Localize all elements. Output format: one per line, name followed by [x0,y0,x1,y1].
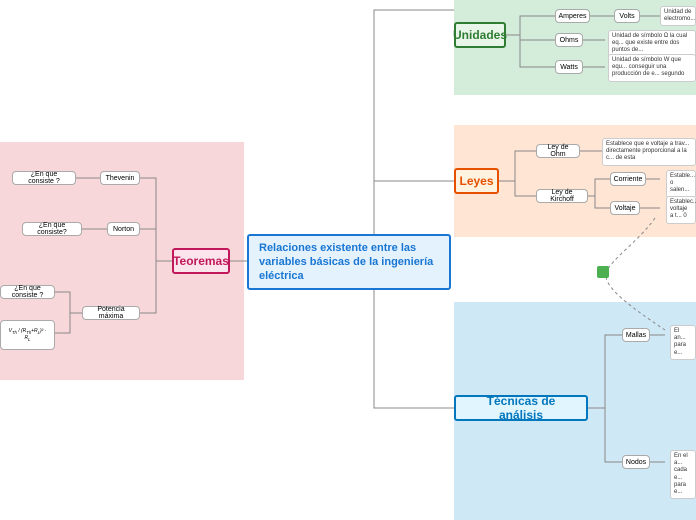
unidades-t3: Unidad de símbolo W que equ... conseguir… [608,54,696,82]
potencia-node: Potencia máxima [82,306,140,320]
teoremas-branch: Teoremas [172,248,230,274]
watts-node: Watts [555,60,583,74]
formula-node: VTh / (RTh+RL)² · RL [0,320,55,350]
unidades-label: Unidades [453,28,507,42]
q2-node: ¿En que consiste? [22,222,82,236]
tecnicas-t1: El an... para e... [670,325,696,360]
leyes-t3: Establec... voltaje a t... 0 [666,196,696,224]
nodos-node: Nodos [622,455,650,469]
center-node: Relaciones existente entre las variables… [247,234,451,290]
corriente-node: Corriente [610,172,646,186]
voltaje-node: Voltaje [610,201,640,215]
amperes-node: Amperes [555,9,590,23]
center-label: Relaciones existente entre las variables… [259,241,439,284]
unidades-branch: Unidades [454,22,506,48]
teoremas-label: Teoremas [173,254,229,268]
leyes-t2: Estable... o salen... [666,170,696,198]
leyes-label: Leyes [459,174,493,188]
ohm-node: Ley de Ohm [536,144,580,158]
leyes-t1: Establece que e voltaje a trav... direct… [602,138,696,166]
kirchoff-node: Ley de Kirchoff [536,189,588,203]
green-marker [597,266,609,278]
unidades-t1: Unidad de electromo... [660,6,696,26]
ohms-node: Ohms [555,33,583,47]
norton-node: Norton [107,222,140,236]
mallas-node: Mallas [622,328,650,342]
tecnicas-branch: Técnicas de análisis [454,395,588,421]
tecnicas-t2: En el a... cada e... para e... [670,450,696,499]
q1-node: ¿En que consiste ? [12,171,76,185]
tecnicas-label: Técnicas de análisis [470,394,572,422]
thevenin-node: Thevenin [100,171,140,185]
volts-node: Volts [614,9,640,23]
q3-node: ¿En que consiste ? [0,285,55,299]
leyes-branch: Leyes [454,168,499,194]
